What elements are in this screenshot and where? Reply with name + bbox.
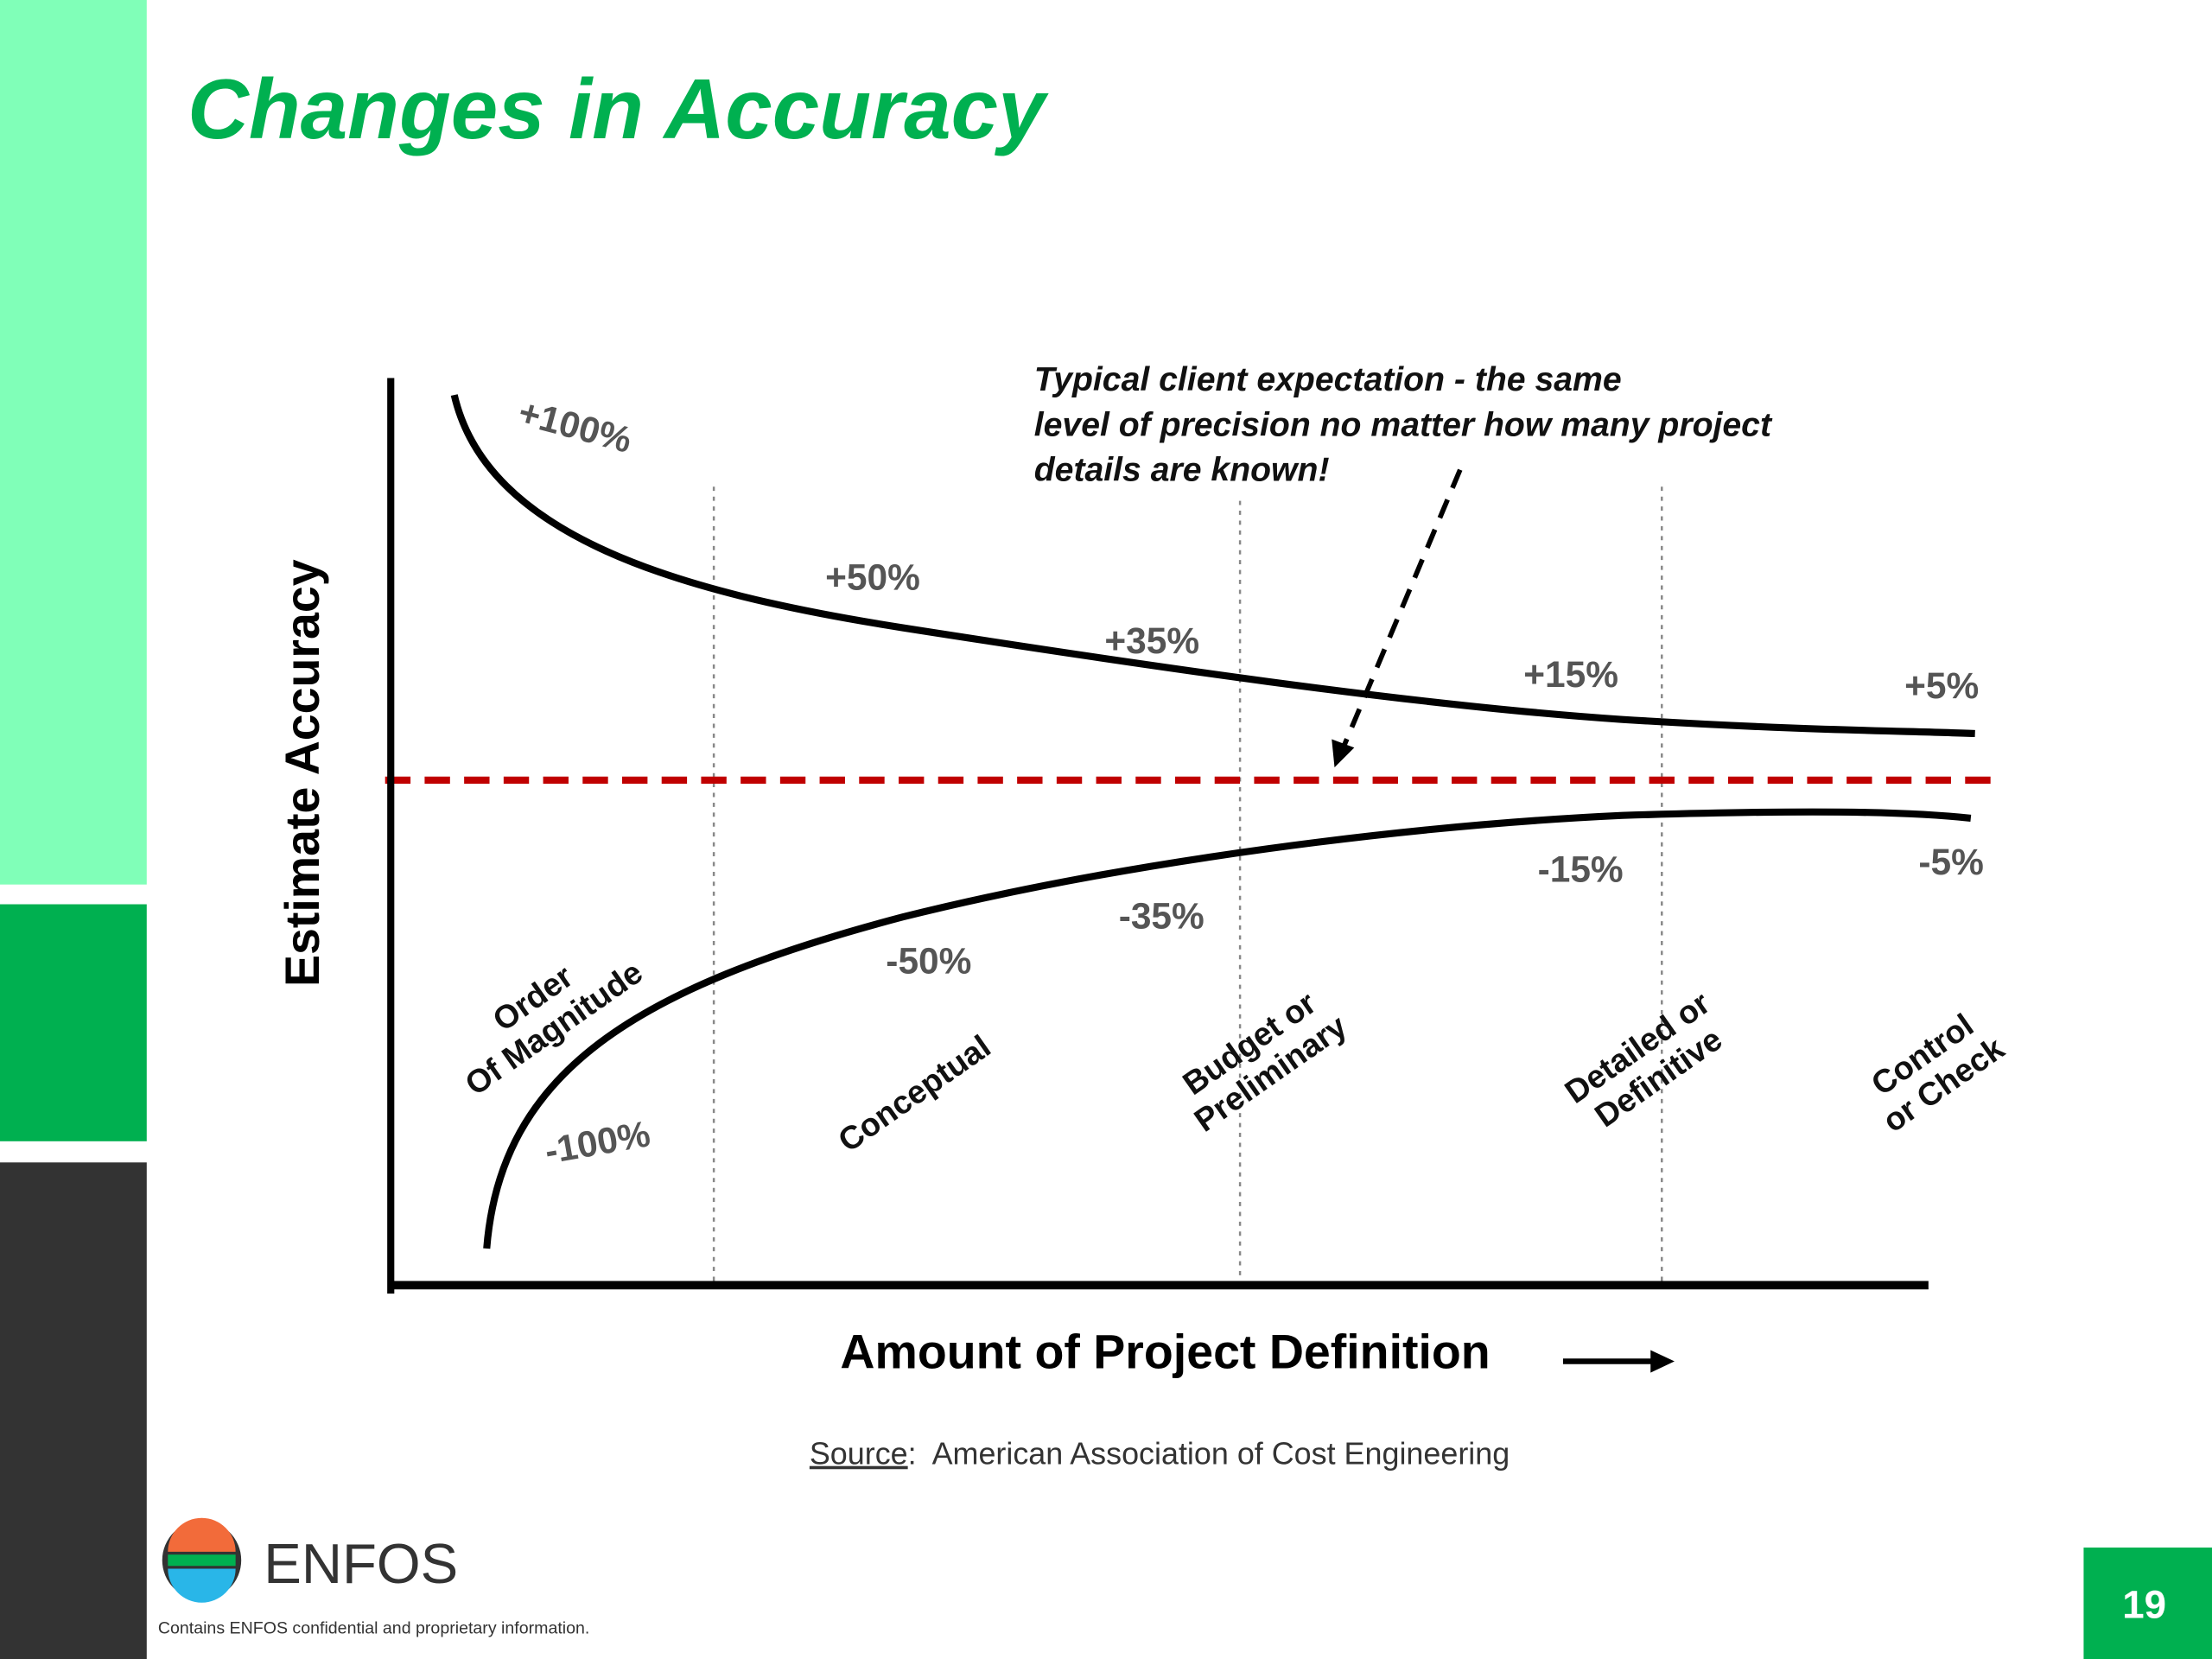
- phase-label: OrderOf Magnitude: [437, 924, 649, 1103]
- x-axis-label: Amount of Project Definition: [840, 1325, 1490, 1379]
- source-label: Source: [810, 1436, 908, 1471]
- source: Source: American Association of Cost Eng…: [810, 1436, 1510, 1471]
- accuracy-labels: +100% +50% +35% +15% +5% -100% -50% -35% -15% -5%: [514, 391, 1984, 1172]
- phase-dividers: [712, 486, 1663, 1284]
- annotation-line: level of precision no matter how many pr…: [1034, 406, 1773, 443]
- annotation-arrow: [1342, 468, 1463, 747]
- phase-labels: OrderOf Magnitude Conceptual Budget orPrel…: [437, 924, 2011, 1160]
- annotation-line: Typical client expectation - the same: [1034, 361, 1622, 398]
- slide-title: Changes in Accuracy: [188, 61, 1049, 156]
- lower-label: -35%: [1119, 895, 1205, 936]
- phase-label: Controlor Check: [1855, 1000, 2011, 1139]
- logo-water: [168, 1568, 236, 1603]
- logo-text: ENFOS: [264, 1532, 458, 1595]
- side-bar-green: [0, 904, 147, 1141]
- logo-land: [168, 1554, 236, 1567]
- lower-curve: [483, 808, 1972, 1249]
- side-bar-light: [0, 0, 147, 885]
- page-number: 19: [2122, 1583, 2166, 1627]
- lower-label: -5%: [1918, 842, 1983, 882]
- upper-label: +15%: [1523, 654, 1618, 695]
- upper-curve: [450, 394, 1975, 738]
- lower-label: -100%: [542, 1113, 653, 1172]
- phase-line: Conceptual: [831, 1028, 997, 1160]
- lower-label: -50%: [886, 941, 971, 982]
- annotation-line: details are known!: [1034, 452, 1330, 489]
- page-number-box: [2083, 1548, 2212, 1659]
- arrow-head: [1332, 739, 1355, 768]
- upper-label: +100%: [514, 391, 636, 461]
- logo-sun: [168, 1517, 236, 1552]
- upper-label: +50%: [825, 556, 920, 597]
- phase-label: Budget orPreliminary: [1166, 977, 1353, 1139]
- side-bar-dark: [0, 1162, 147, 1659]
- annotation: Typical client expectation - the same le…: [1034, 361, 1773, 488]
- upper-label: +35%: [1104, 620, 1199, 661]
- source-text: : American Association of Cost Engineeri…: [908, 1436, 1510, 1471]
- logo: ENFOS: [162, 1517, 458, 1603]
- diagram: Estimate Accuracy Amount of Project Defi…: [276, 361, 2011, 1378]
- phase-label: Conceptual: [831, 1028, 997, 1160]
- upper-label: +5%: [1904, 665, 1979, 706]
- lower-label: -15%: [1538, 849, 1624, 889]
- footer: Contains ENFOS confidential and propriet…: [158, 1619, 590, 1638]
- x-arrow-head: [1650, 1350, 1675, 1373]
- phase-label: Detailed orDefinitive: [1558, 984, 1738, 1141]
- y-axis-label: Estimate Accuracy: [276, 559, 329, 987]
